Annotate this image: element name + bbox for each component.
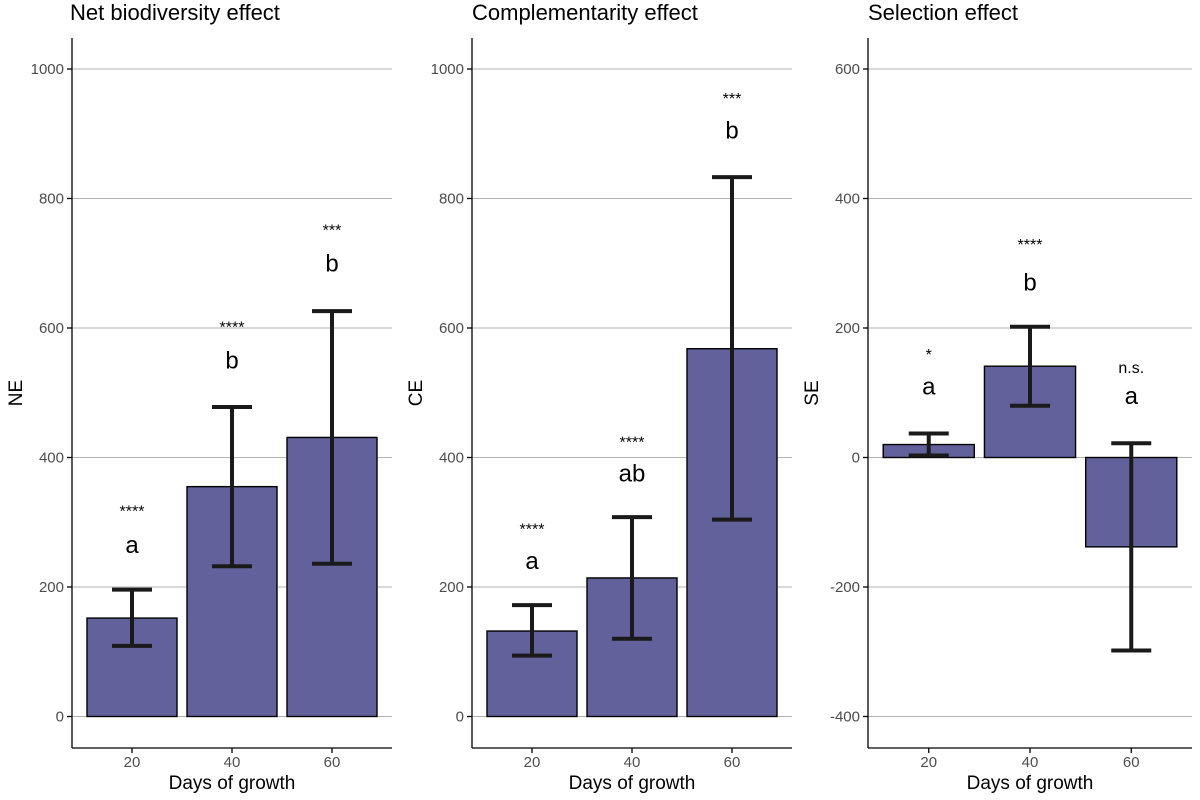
x-axis-label: Days of growth [569, 773, 696, 794]
significance-label: **** [1018, 237, 1043, 254]
y-tick-label: 200 [39, 579, 64, 596]
significance-label: *** [323, 223, 342, 240]
significance-label: **** [220, 320, 245, 337]
significance-label: *** [723, 91, 742, 108]
y-axis-label: NE [6, 380, 27, 406]
chart-title: Selection effect [868, 0, 1018, 25]
significance-label: n.s. [1118, 360, 1144, 377]
significance-label: * [926, 347, 932, 364]
y-tick-label: 400 [39, 450, 64, 467]
y-tick-label: 400 [439, 450, 464, 467]
y-tick-label: -200 [830, 579, 860, 596]
x-tick-label: 20 [124, 754, 141, 771]
group-letter: a [125, 532, 139, 559]
y-axis-label: SE [802, 380, 823, 405]
y-axis-label: CE [406, 380, 427, 406]
x-tick-label: 60 [724, 754, 741, 771]
x-tick-label: 20 [920, 754, 937, 771]
significance-label: **** [520, 522, 545, 539]
x-tick-label: 40 [624, 754, 641, 771]
y-tick-label: 0 [852, 450, 860, 467]
x-tick-label: 40 [1022, 754, 1039, 771]
significance-label: **** [620, 434, 645, 451]
y-tick-label: 800 [439, 191, 464, 208]
x-axis-label: Days of growth [169, 773, 296, 794]
group-letter: ab [619, 461, 646, 488]
y-tick-label: 0 [456, 709, 464, 726]
significance-label: **** [120, 504, 145, 521]
y-tick-label: 600 [39, 320, 64, 337]
y-tick-label: 200 [439, 579, 464, 596]
y-tick-label: -400 [830, 709, 860, 726]
group-letter: b [725, 118, 738, 145]
chart-title: Complementarity effect [472, 0, 698, 25]
chart-title: Net biodiversity effect [70, 0, 280, 25]
group-letter: a [1125, 383, 1139, 410]
y-tick-label: 1000 [31, 61, 64, 78]
y-tick-label: 800 [39, 191, 64, 208]
group-letter: b [225, 347, 238, 374]
y-tick-label: 400 [835, 191, 860, 208]
y-tick-label: 600 [439, 320, 464, 337]
x-tick-label: 40 [224, 754, 241, 771]
x-tick-label: 20 [524, 754, 541, 771]
group-letter: b [325, 250, 338, 277]
y-tick-label: 1000 [431, 61, 464, 78]
group-letter: a [922, 373, 936, 400]
x-tick-label: 60 [1123, 754, 1140, 771]
group-letter: b [1023, 270, 1036, 297]
y-tick-label: 600 [835, 61, 860, 78]
y-tick-label: 200 [835, 320, 860, 337]
group-letter: a [525, 548, 539, 575]
y-tick-label: 0 [56, 709, 64, 726]
x-tick-label: 60 [324, 754, 341, 771]
x-axis-label: Days of growth [967, 773, 1094, 794]
